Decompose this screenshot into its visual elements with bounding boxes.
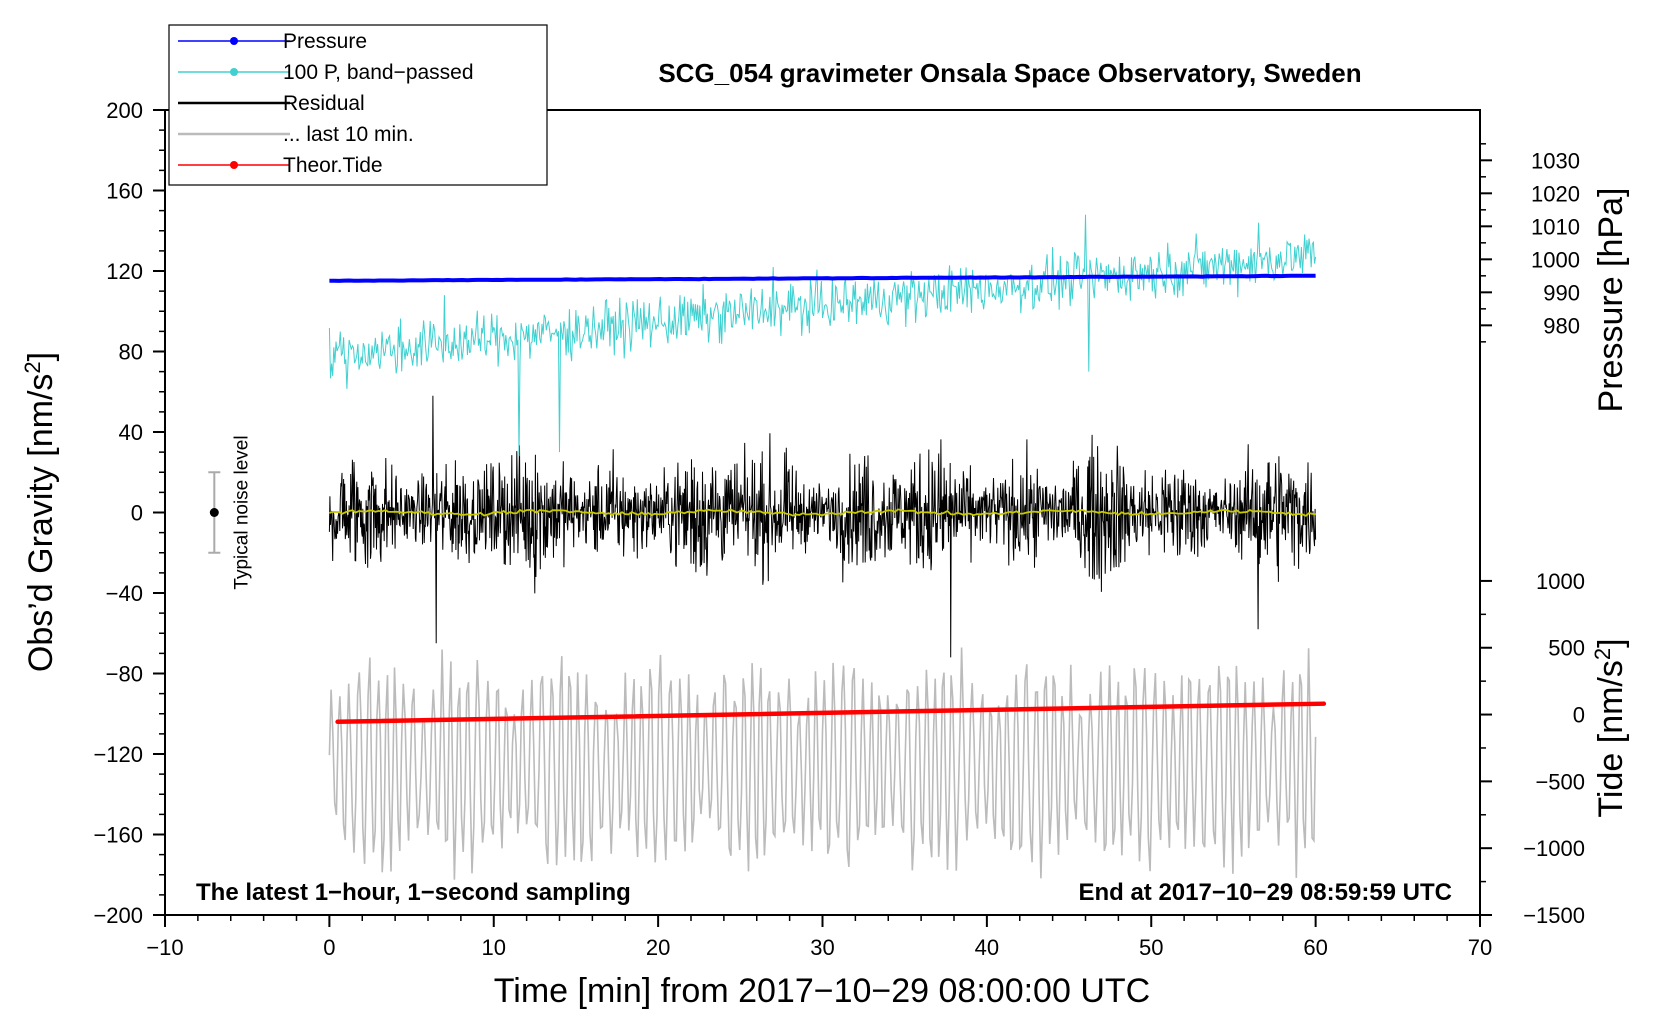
tide-tick-label: 500 bbox=[1548, 636, 1585, 661]
series-smoothed-residual bbox=[329, 508, 1316, 517]
x-tick-label: 40 bbox=[975, 935, 999, 960]
legend-item: Pressure bbox=[178, 30, 367, 53]
x-tick-label: 20 bbox=[646, 935, 670, 960]
tide-tick-label: 0 bbox=[1573, 703, 1585, 728]
tide-axis-title-exp: 2 bbox=[1590, 648, 1615, 660]
x-tick-label: 0 bbox=[323, 935, 335, 960]
legend-label: ... last 10 min. bbox=[283, 123, 414, 146]
legend-item: Theor.Tide bbox=[178, 154, 383, 177]
annotation-end-time: End at 2017−10−29 08:59:59 UTC bbox=[1078, 879, 1452, 906]
noise-center-dot bbox=[209, 508, 219, 517]
y-tick-label: 80 bbox=[119, 340, 143, 365]
tide-axis-title: Tide [nm/s2] bbox=[1590, 638, 1630, 817]
legend-item: ... last 10 min. bbox=[178, 123, 414, 146]
y-tick-label: −120 bbox=[93, 742, 143, 767]
pressure-tick-label: 1020 bbox=[1531, 181, 1580, 206]
legend-item: Residual bbox=[178, 92, 365, 115]
x-tick-label: 70 bbox=[1468, 935, 1492, 960]
legend-swatch-marker bbox=[230, 68, 238, 76]
axes-layer: −10 0 10 20 30 40 50 60 7020016012080400−40−80−1… bbox=[93, 98, 1585, 960]
pressure-axis-title: Pressure [hPa] bbox=[1592, 188, 1630, 413]
left-axis-title-text: Obs’d Gravity [nm/s bbox=[22, 374, 60, 673]
noise-level-label: Typical noise level bbox=[231, 435, 252, 589]
annotation-sampling: The latest 1−hour, 1−second sampling bbox=[196, 879, 631, 906]
series-pressure bbox=[329, 273, 1316, 283]
tide-tick-label: −1500 bbox=[1523, 903, 1585, 928]
x-tick-label: 30 bbox=[810, 935, 834, 960]
legend-label: Residual bbox=[283, 92, 365, 115]
legend-items: Pressure 100 P, band−passed Residual ... la… bbox=[178, 30, 474, 177]
series-band-passed-pressure bbox=[328, 214, 1317, 457]
y-tick-label: 200 bbox=[106, 98, 143, 123]
tide-axis-title-close: ] bbox=[1592, 638, 1630, 647]
pressure-tick-label: 980 bbox=[1543, 313, 1580, 338]
tide-tick-label: 1000 bbox=[1536, 569, 1585, 594]
chart-title: SCG_054 gravimeter Onsala Space Observat… bbox=[658, 58, 1361, 88]
legend-swatch-marker bbox=[230, 37, 238, 45]
y-tick-label: 0 bbox=[131, 501, 143, 526]
legend-label: Pressure bbox=[283, 30, 367, 53]
pressure-tick-label: 1000 bbox=[1531, 247, 1580, 272]
left-axis-title-exp: 2 bbox=[20, 361, 45, 373]
noise-level-indicator: Typical noise level bbox=[208, 435, 252, 590]
y-tick-label: −160 bbox=[93, 823, 143, 848]
tide-tick-label: −1000 bbox=[1523, 836, 1585, 861]
y-tick-label: 160 bbox=[106, 179, 143, 204]
y-tick-label: 120 bbox=[106, 259, 143, 284]
legend-item: 100 P, band−passed bbox=[178, 61, 474, 84]
legend: Pressure 100 P, band−passed Residual ... la… bbox=[168, 24, 548, 186]
y-tick-label: −40 bbox=[106, 581, 143, 606]
x-tick-label: 10 bbox=[482, 935, 506, 960]
pressure-tick-label: 1010 bbox=[1531, 214, 1580, 239]
x-tick-label: −10 bbox=[146, 935, 183, 960]
pressure-tick-label: 990 bbox=[1543, 280, 1580, 305]
x-axis-title: Time [min] from 2017−10−29 08:00:00 UTC bbox=[494, 972, 1150, 1010]
y-tick-label: −200 bbox=[93, 903, 143, 928]
series-layer bbox=[328, 214, 1327, 880]
series-last-10-min bbox=[328, 647, 1317, 880]
left-axis-title: Obs’d Gravity [nm/s2] bbox=[20, 352, 60, 672]
legend-label: Theor.Tide bbox=[283, 154, 383, 177]
x-tick-label: 50 bbox=[1139, 935, 1163, 960]
left-axis-title-close: ] bbox=[22, 352, 60, 361]
x-tick-label: 60 bbox=[1303, 935, 1327, 960]
y-tick-label: −80 bbox=[106, 662, 143, 687]
legend-label: 100 P, band−passed bbox=[283, 61, 474, 84]
series-residual bbox=[328, 395, 1317, 658]
pressure-tick-label: 1030 bbox=[1531, 148, 1580, 173]
series-theoretical-tide bbox=[335, 701, 1327, 725]
legend-box bbox=[168, 24, 548, 186]
tide-tick-label: −500 bbox=[1535, 769, 1585, 794]
y-tick-label: 40 bbox=[119, 420, 143, 445]
legend-swatch-marker bbox=[230, 161, 238, 169]
tide-axis-title-text: Tide [nm/s bbox=[1592, 660, 1630, 817]
